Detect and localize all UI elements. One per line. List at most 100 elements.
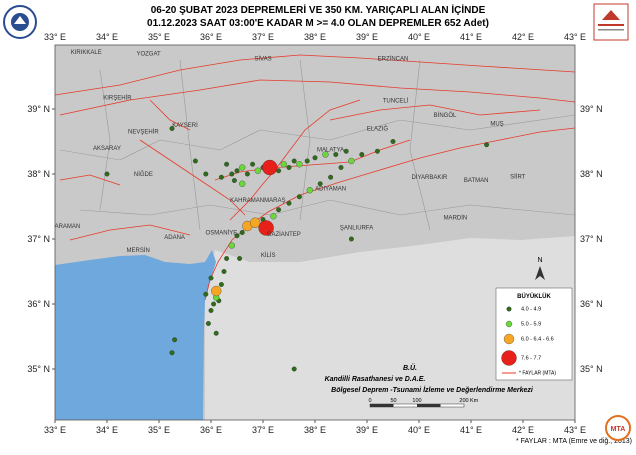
lon-tick-label: 39° E [356, 425, 378, 435]
city-label: KAYSERİ [172, 122, 198, 129]
epicenter [258, 220, 274, 236]
epicenter [169, 350, 175, 356]
epicenter [286, 165, 292, 170]
city-label: NEVŞEHİR [128, 129, 159, 136]
epicenter [205, 321, 211, 326]
city-label: NİĞDE [134, 171, 153, 178]
epicenter [296, 161, 303, 168]
epicenter [291, 366, 297, 372]
lon-tick-label: 37° E [252, 32, 274, 42]
epicenter [244, 171, 250, 177]
epicenter [338, 165, 344, 170]
epicenter [291, 158, 297, 164]
city-label: ADIYAMAN [315, 186, 346, 192]
city-label: ERZİNCAN [378, 55, 409, 62]
lon-tick-label: 38° E [304, 32, 326, 42]
scale-bar [369, 403, 465, 408]
lon-tick-label: 41° E [460, 425, 482, 435]
lon-tick-label: 37° E [252, 425, 274, 435]
north-label: N [537, 257, 542, 264]
epicenter [192, 158, 198, 164]
epicenter [312, 155, 318, 161]
epicenter [306, 187, 313, 194]
epicenter [348, 236, 354, 242]
epicenter [169, 126, 175, 131]
epicenter [262, 159, 278, 176]
legend-swatch [503, 333, 515, 345]
lat-tick-label: 38° N [580, 169, 603, 179]
epicenter [231, 178, 237, 183]
scale-label: 0 [368, 398, 371, 404]
lat-tick-label: 36° N [27, 299, 50, 309]
city-label: SİVAS [254, 55, 271, 62]
legend-swatch [506, 306, 512, 312]
epicenter [224, 161, 230, 167]
city-label: KİLİS [261, 252, 276, 259]
epicenter [208, 308, 214, 313]
epicenter [211, 301, 217, 307]
epicenter [270, 213, 277, 220]
epicenter [213, 330, 219, 336]
epicenter [239, 230, 245, 235]
legend-swatch [505, 320, 513, 328]
city-label: DİYARBAKIR [411, 174, 448, 181]
epicenter [234, 168, 240, 174]
epicenter [276, 207, 282, 213]
epicenter [254, 167, 261, 174]
lon-tick-label: 39° E [356, 32, 378, 42]
city-label: ADANA [164, 235, 185, 241]
legend-box [495, 287, 573, 381]
epicenter [239, 180, 246, 187]
epicenter [228, 242, 235, 249]
legend-label: 7.6 - 7.7 [521, 355, 541, 361]
epicenter [234, 233, 240, 239]
epicenter [317, 181, 323, 187]
city-label: MALATYA [317, 147, 344, 153]
credit: Bölgesel Deprem -Tsunami İzleme ve Değer… [331, 386, 534, 394]
epicenter [250, 161, 256, 167]
svg-text:MTA: MTA [611, 426, 626, 433]
footnote: * FAYLAR : MTA (Emre ve diğ., 2013) [516, 438, 632, 445]
epicenter [359, 152, 365, 157]
epicenter [333, 152, 339, 157]
legend-fault-label: * FAYLAR (MTA) [519, 370, 556, 376]
lat-tick-label: 35° N [580, 364, 603, 374]
lon-tick-label: 43° E [564, 32, 586, 42]
epicenter [280, 161, 287, 168]
city-label: OSMANİYE [206, 229, 238, 236]
epicenter [374, 148, 380, 154]
legend-title: BÜYÜKLÜK [517, 293, 551, 300]
epicenter [304, 158, 310, 164]
epicenter [328, 174, 334, 180]
credit: B.Ü. [403, 363, 417, 372]
lat-tick-label: 37° N [27, 234, 50, 244]
lon-tick-label: 41° E [460, 32, 482, 42]
title-line: 06-20 ŞUBAT 2023 DEPREMLERİ VE 350 KM. Y… [151, 3, 486, 16]
lon-tick-label: 42° E [512, 425, 534, 435]
city-label: MARDİN [444, 215, 468, 222]
lon-tick-label: 40° E [408, 32, 430, 42]
lon-tick-label: 36° E [200, 425, 222, 435]
lon-tick-label: 36° E [200, 32, 222, 42]
lon-tick-label: 34° E [96, 32, 118, 42]
city-label: YOZGAT [136, 52, 161, 58]
epicenter [203, 171, 209, 177]
city-label: ELAZIĞ [367, 125, 389, 132]
logo-mta: MTA [605, 415, 631, 441]
epicenter [390, 139, 396, 144]
city-label: BİNGÖL [434, 112, 457, 119]
epicenter [237, 256, 243, 261]
epicenter [218, 282, 224, 287]
title-line: 01.12.2023 SAAT 03:00'E KADAR M >= 4.0 O… [147, 18, 489, 29]
lon-tick-label: 42° E [512, 32, 534, 42]
epicenter [286, 200, 292, 206]
epicenter [218, 174, 224, 180]
epicenter [224, 256, 230, 261]
city-label: MUŞ [490, 121, 503, 127]
epicenter [104, 171, 110, 177]
legend-label: 4.0 - 4.9 [521, 306, 541, 312]
legend-swatch [501, 350, 517, 366]
map-area: KIRIKKALE YOZGAT SİVAS ERZİNCAN KIRŞEHİR TUNC… [55, 45, 575, 420]
epicenter [172, 337, 178, 343]
lon-tick-label: 35° E [148, 32, 170, 42]
